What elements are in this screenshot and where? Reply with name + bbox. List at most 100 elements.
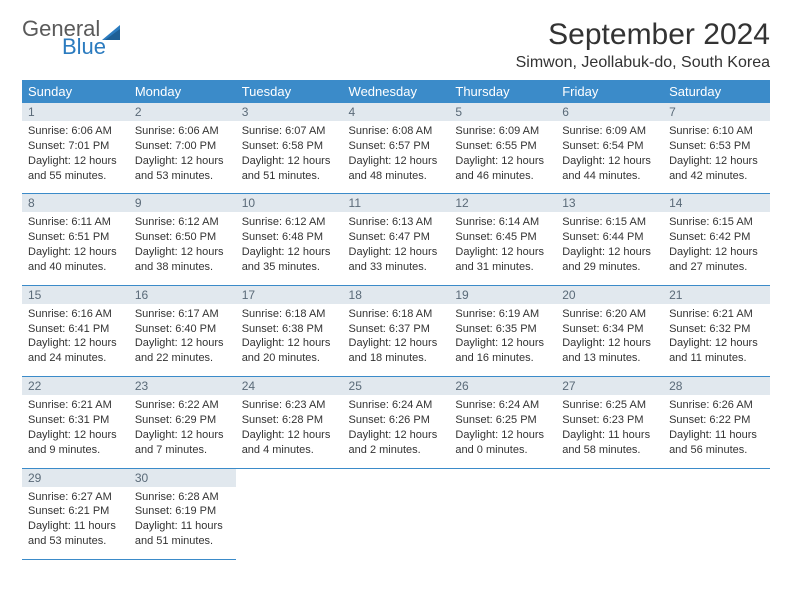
- day-number: 15: [22, 286, 129, 304]
- sunrise-line: Sunrise: 6:22 AM: [135, 398, 230, 413]
- calendar-cell: 4Sunrise: 6:08 AMSunset: 6:57 PMDaylight…: [343, 103, 450, 194]
- weekday-header: Friday: [556, 80, 663, 103]
- sunset-line: Sunset: 6:53 PM: [669, 139, 764, 154]
- sunset-line: Sunset: 6:41 PM: [28, 322, 123, 337]
- calendar-row: 8Sunrise: 6:11 AMSunset: 6:51 PMDaylight…: [22, 194, 770, 285]
- location: Simwon, Jeollabuk-do, South Korea: [516, 54, 770, 72]
- sunrise-line: Sunrise: 6:25 AM: [562, 398, 657, 413]
- daylight-line: Daylight: 12 hours and 51 minutes.: [242, 154, 337, 184]
- day-number: 8: [22, 194, 129, 212]
- sunrise-line: Sunrise: 6:27 AM: [28, 490, 123, 505]
- sunset-line: Sunset: 6:22 PM: [669, 413, 764, 428]
- sunrise-line: Sunrise: 6:24 AM: [455, 398, 550, 413]
- sunrise-line: Sunrise: 6:16 AM: [28, 307, 123, 322]
- sunrise-line: Sunrise: 6:11 AM: [28, 215, 123, 230]
- sunset-line: Sunset: 6:37 PM: [349, 322, 444, 337]
- daylight-line: Daylight: 11 hours and 56 minutes.: [669, 428, 764, 458]
- weekday-header-row: SundayMondayTuesdayWednesdayThursdayFrid…: [22, 80, 770, 103]
- calendar-cell: 13Sunrise: 6:15 AMSunset: 6:44 PMDayligh…: [556, 194, 663, 285]
- calendar-row: 29Sunrise: 6:27 AMSunset: 6:21 PMDayligh…: [22, 468, 770, 559]
- calendar-cell: [236, 468, 343, 559]
- sunset-line: Sunset: 6:44 PM: [562, 230, 657, 245]
- sunrise-line: Sunrise: 6:20 AM: [562, 307, 657, 322]
- daylight-line: Daylight: 12 hours and 40 minutes.: [28, 245, 123, 275]
- sunset-line: Sunset: 6:51 PM: [28, 230, 123, 245]
- sunset-line: Sunset: 7:01 PM: [28, 139, 123, 154]
- day-number: 11: [343, 194, 450, 212]
- calendar-cell: 9Sunrise: 6:12 AMSunset: 6:50 PMDaylight…: [129, 194, 236, 285]
- sunrise-line: Sunrise: 6:15 AM: [669, 215, 764, 230]
- sunset-line: Sunset: 6:48 PM: [242, 230, 337, 245]
- weekday-header: Sunday: [22, 80, 129, 103]
- calendar-cell: 22 Sunrise: 6:21 AMSunset: 6:31 PMDayligh…: [22, 377, 129, 468]
- calendar-cell: 18Sunrise: 6:18 AMSunset: 6:37 PMDayligh…: [343, 285, 450, 376]
- daylight-line: Daylight: 12 hours and 53 minutes.: [135, 154, 230, 184]
- calendar-cell: 30Sunrise: 6:28 AMSunset: 6:19 PMDayligh…: [129, 468, 236, 559]
- daylight-line: Daylight: 12 hours and 13 minutes.: [562, 336, 657, 366]
- calendar-cell: 7Sunrise: 6:10 AMSunset: 6:53 PMDaylight…: [663, 103, 770, 194]
- sunrise-line: Sunrise: 6:06 AM: [28, 124, 123, 139]
- sunset-line: Sunset: 6:25 PM: [455, 413, 550, 428]
- day-number: 17: [236, 286, 343, 304]
- calendar-cell: 24Sunrise: 6:23 AMSunset: 6:28 PMDayligh…: [236, 377, 343, 468]
- sunset-line: Sunset: 6:57 PM: [349, 139, 444, 154]
- daylight-line: Daylight: 12 hours and 9 minutes.: [28, 428, 123, 458]
- calendar-cell: [343, 468, 450, 559]
- sunrise-line: Sunrise: 6:07 AM: [242, 124, 337, 139]
- day-number: 28: [663, 377, 770, 395]
- sunrise-line: Sunrise: 6:12 AM: [242, 215, 337, 230]
- day-number: 16: [129, 286, 236, 304]
- daylight-line: Daylight: 12 hours and 24 minutes.: [28, 336, 123, 366]
- calendar-cell: 12Sunrise: 6:14 AMSunset: 6:45 PMDayligh…: [449, 194, 556, 285]
- sunrise-line: Sunrise: 6:15 AM: [562, 215, 657, 230]
- day-number: 20: [556, 286, 663, 304]
- sunrise-line: Sunrise: 6:12 AM: [135, 215, 230, 230]
- day-number: 26: [449, 377, 556, 395]
- sunrise-line: Sunrise: 6:17 AM: [135, 307, 230, 322]
- daylight-line: Daylight: 12 hours and 31 minutes.: [455, 245, 550, 275]
- day-number: 3: [236, 103, 343, 121]
- sunrise-line: Sunrise: 6:21 AM: [28, 398, 123, 413]
- daylight-line: Daylight: 12 hours and 48 minutes.: [349, 154, 444, 184]
- sunrise-line: Sunrise: 6:24 AM: [349, 398, 444, 413]
- month-title: September 2024: [516, 18, 770, 52]
- sunrise-line: Sunrise: 6:23 AM: [242, 398, 337, 413]
- sunset-line: Sunset: 6:31 PM: [28, 413, 123, 428]
- daylight-line: Daylight: 12 hours and 29 minutes.: [562, 245, 657, 275]
- sunrise-line: Sunrise: 6:10 AM: [669, 124, 764, 139]
- day-number: 27: [556, 377, 663, 395]
- title-block: September 2024 Simwon, Jeollabuk-do, Sou…: [516, 18, 770, 72]
- sunset-line: Sunset: 6:54 PM: [562, 139, 657, 154]
- day-number: 30: [129, 469, 236, 487]
- calendar-cell: 23Sunrise: 6:22 AMSunset: 6:29 PMDayligh…: [129, 377, 236, 468]
- daylight-line: Daylight: 12 hours and 2 minutes.: [349, 428, 444, 458]
- calendar-row: 1Sunrise: 6:06 AMSunset: 7:01 PMDaylight…: [22, 103, 770, 194]
- day-number: 21: [663, 286, 770, 304]
- daylight-line: Daylight: 12 hours and 38 minutes.: [135, 245, 230, 275]
- daylight-line: Daylight: 12 hours and 11 minutes.: [669, 336, 764, 366]
- calendar-cell: [556, 468, 663, 559]
- sunrise-line: Sunrise: 6:18 AM: [349, 307, 444, 322]
- calendar-cell: 6Sunrise: 6:09 AMSunset: 6:54 PMDaylight…: [556, 103, 663, 194]
- sunset-line: Sunset: 6:47 PM: [349, 230, 444, 245]
- calendar-cell: [663, 468, 770, 559]
- calendar-cell: 8 Sunrise: 6:11 AMSunset: 6:51 PMDaylight…: [22, 194, 129, 285]
- calendar-cell: 25Sunrise: 6:24 AMSunset: 6:26 PMDayligh…: [343, 377, 450, 468]
- day-number: 22: [22, 377, 129, 395]
- day-number: 2: [129, 103, 236, 121]
- daylight-line: Daylight: 12 hours and 27 minutes.: [669, 245, 764, 275]
- calendar-cell: 19Sunrise: 6:19 AMSunset: 6:35 PMDayligh…: [449, 285, 556, 376]
- sunrise-line: Sunrise: 6:14 AM: [455, 215, 550, 230]
- sunset-line: Sunset: 6:35 PM: [455, 322, 550, 337]
- sunset-line: Sunset: 6:42 PM: [669, 230, 764, 245]
- sunset-line: Sunset: 6:45 PM: [455, 230, 550, 245]
- calendar-cell: [449, 468, 556, 559]
- sunset-line: Sunset: 6:23 PM: [562, 413, 657, 428]
- daylight-line: Daylight: 12 hours and 22 minutes.: [135, 336, 230, 366]
- calendar-row: 22Sunrise: 6:21 AMSunset: 6:31 PMDayligh…: [22, 377, 770, 468]
- calendar-cell: 11Sunrise: 6:13 AMSunset: 6:47 PMDayligh…: [343, 194, 450, 285]
- sunset-line: Sunset: 6:28 PM: [242, 413, 337, 428]
- logo: GeneralBlue: [22, 18, 122, 58]
- sunset-line: Sunset: 6:55 PM: [455, 139, 550, 154]
- daylight-line: Daylight: 12 hours and 18 minutes.: [349, 336, 444, 366]
